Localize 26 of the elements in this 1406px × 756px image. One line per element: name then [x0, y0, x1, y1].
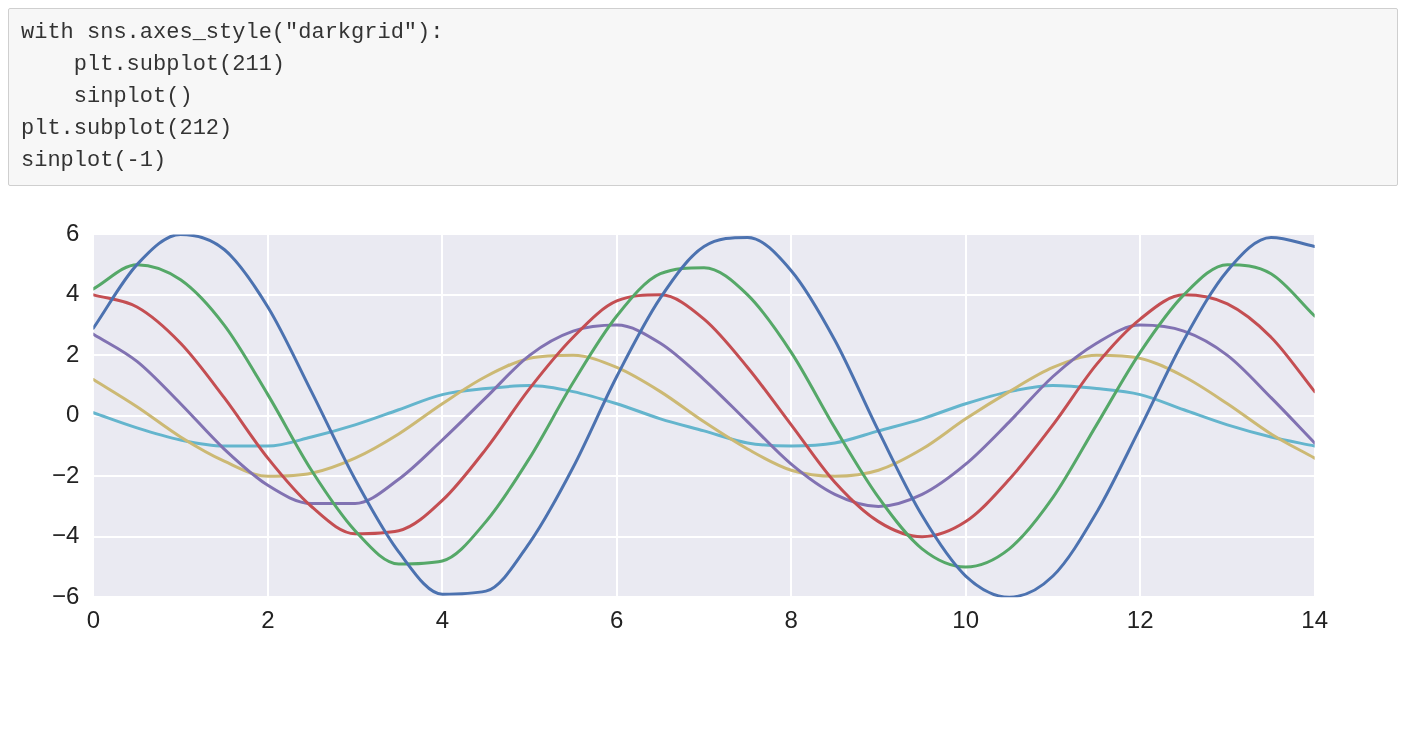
x-tick-label: 12 [1126, 606, 1154, 634]
y-tick-label: 6 [66, 219, 80, 247]
x-tick-label: 2 [261, 606, 275, 634]
line-series [93, 353, 1315, 478]
line-series [93, 234, 1315, 598]
text: sinplot() [72, 83, 194, 111]
x-tick-label: 0 [86, 606, 101, 634]
x-tick-label: 14 [1301, 606, 1328, 634]
line-series [93, 323, 1315, 508]
y-tick-label: −4 [51, 521, 80, 549]
y-tick-label: −2 [51, 460, 80, 488]
x-tick-label: 10 [952, 606, 980, 634]
y-tick-label: −6 [51, 581, 80, 609]
x-tick-label: 8 [784, 606, 798, 634]
text: with sns.axes_style("darkgrid"): [21, 19, 445, 47]
y-tick-label: 4 [66, 279, 80, 307]
text: sinplot(-1) [21, 147, 168, 175]
x-tick-label: 6 [610, 606, 624, 634]
line-series [93, 384, 1315, 448]
line-series [93, 263, 1315, 569]
x-tick-label: 4 [435, 606, 449, 634]
y-tick-label: 2 [66, 339, 80, 367]
y-tick-label: 0 [66, 400, 80, 428]
text: plt.subplot(212) [21, 115, 234, 143]
text: plt.subplot(211) [72, 51, 287, 79]
line-series [93, 293, 1315, 539]
